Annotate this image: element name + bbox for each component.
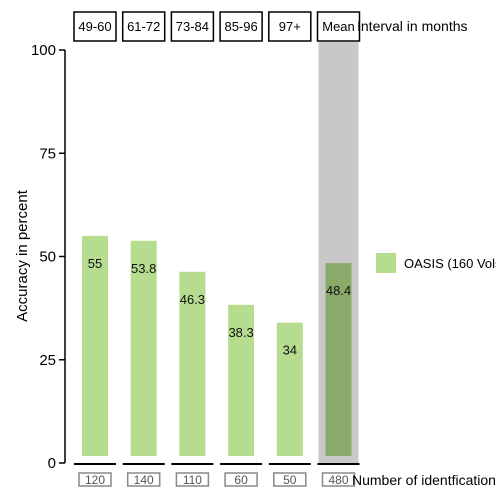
interval-header-label: 73-84 [176, 19, 209, 34]
bar [325, 263, 352, 456]
interval-header-label: Mean [322, 19, 355, 34]
interval-header-box [121, 11, 166, 42]
bars: 55 53.8 46.3 38.3 34 48.4 [82, 235, 352, 456]
bar-value-label: 53.8 [131, 261, 156, 276]
bar-value-label: 46.3 [180, 292, 205, 307]
y-tick-label: 75 [39, 145, 56, 162]
count-label: 120 [85, 473, 105, 487]
count-box [126, 472, 161, 487]
count-box [78, 472, 112, 487]
y-axis-label: Accuracy in percent [14, 189, 31, 322]
y-tick-label: 50 [39, 249, 56, 266]
bar [179, 271, 206, 456]
count-box [321, 472, 356, 487]
count-label: 50 [283, 473, 297, 487]
identification-counts: 120 140 110 60 50 480 [74, 463, 360, 487]
count-label: 140 [134, 473, 154, 487]
bottom-label: Number of identfications [352, 472, 496, 488]
interval-header-label: 49-60 [78, 19, 111, 34]
count-label: 60 [234, 473, 248, 487]
top-label: Interval in months [357, 18, 468, 34]
y-axis: 0 25 50 75 100 [31, 42, 66, 472]
count-label: 480 [328, 473, 348, 487]
bar [130, 240, 157, 456]
bar [228, 304, 255, 456]
bar [82, 235, 108, 456]
interval-header-label: 85-96 [224, 19, 257, 34]
bar [276, 322, 303, 456]
legend-entry: OASIS (160 Vols) [404, 256, 496, 271]
interval-header-label: 61-72 [127, 19, 160, 34]
interval-headers: 49-60 61-72 73-84 85-96 97+ Mean [73, 11, 361, 42]
legend: OASIS (160 Vols) [376, 253, 496, 273]
y-tick-label: 25 [39, 352, 56, 369]
bar-value-label: 48.4 [326, 283, 351, 298]
y-tick-label: 0 [48, 455, 56, 472]
interval-header-box [219, 11, 263, 42]
count-label: 110 [183, 473, 202, 487]
interval-header-box [268, 11, 312, 42]
bar-value-label: 38.3 [228, 325, 253, 340]
count-box [224, 472, 258, 487]
y-tick-label: 100 [31, 42, 56, 59]
count-box [273, 472, 307, 487]
interval-header-label: 97+ [279, 19, 301, 34]
interval-header-box [316, 11, 361, 42]
legend-swatch [376, 253, 396, 273]
bar-value-label: 55 [88, 256, 102, 271]
interval-header-box [73, 11, 117, 42]
interval-header-box [170, 11, 215, 42]
count-box [175, 472, 210, 487]
bar-value-label: 34 [283, 343, 297, 358]
